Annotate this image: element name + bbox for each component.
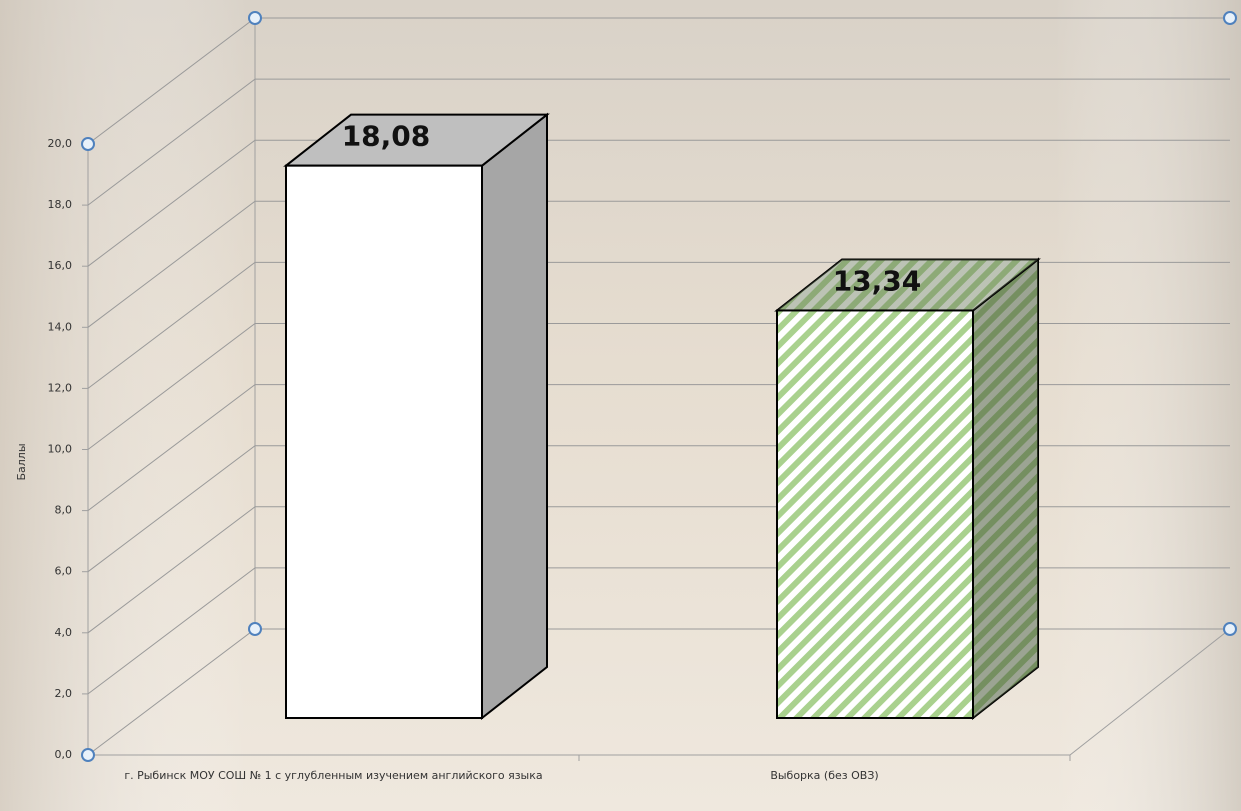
x-tick-label: г. Рыбинск МОУ СОШ № 1 с углубленным изу… [124, 769, 543, 782]
handle [248, 622, 262, 636]
y-tick-label: 2,0 [55, 687, 73, 700]
handle [1223, 11, 1237, 25]
handle [1223, 622, 1237, 636]
y-tick-label: 18,0 [48, 198, 73, 211]
bar-side [481, 112, 548, 721]
grid-line [87, 78, 1230, 206]
bar-top-shade [777, 259, 1038, 311]
y-tick-label: 4,0 [55, 626, 73, 639]
y-tick-label: 8,0 [55, 504, 73, 517]
x-tick-label: Выборка (без ОВЗ) [770, 769, 879, 782]
y-tick-label: 6,0 [55, 565, 73, 578]
bar-side-shade [973, 259, 1038, 718]
y-tick-label: 0,0 [55, 748, 73, 761]
grid-line [87, 139, 1230, 267]
handle [248, 11, 262, 25]
bar [776, 309, 974, 719]
y-axis-label: Баллы [15, 443, 28, 480]
value-label: 13,34 [833, 264, 922, 297]
bar [285, 164, 483, 719]
value-label: 18,08 [342, 120, 431, 153]
handle [81, 748, 95, 762]
y-tick-label: 16,0 [48, 259, 73, 272]
handle [81, 137, 95, 151]
y-tick-label: 20,0 [48, 137, 73, 150]
y-tick-label: 12,0 [48, 381, 73, 394]
grid-line [87, 200, 1230, 328]
y-tick-label: 14,0 [48, 320, 73, 333]
y-tick-label: 10,0 [48, 443, 73, 456]
